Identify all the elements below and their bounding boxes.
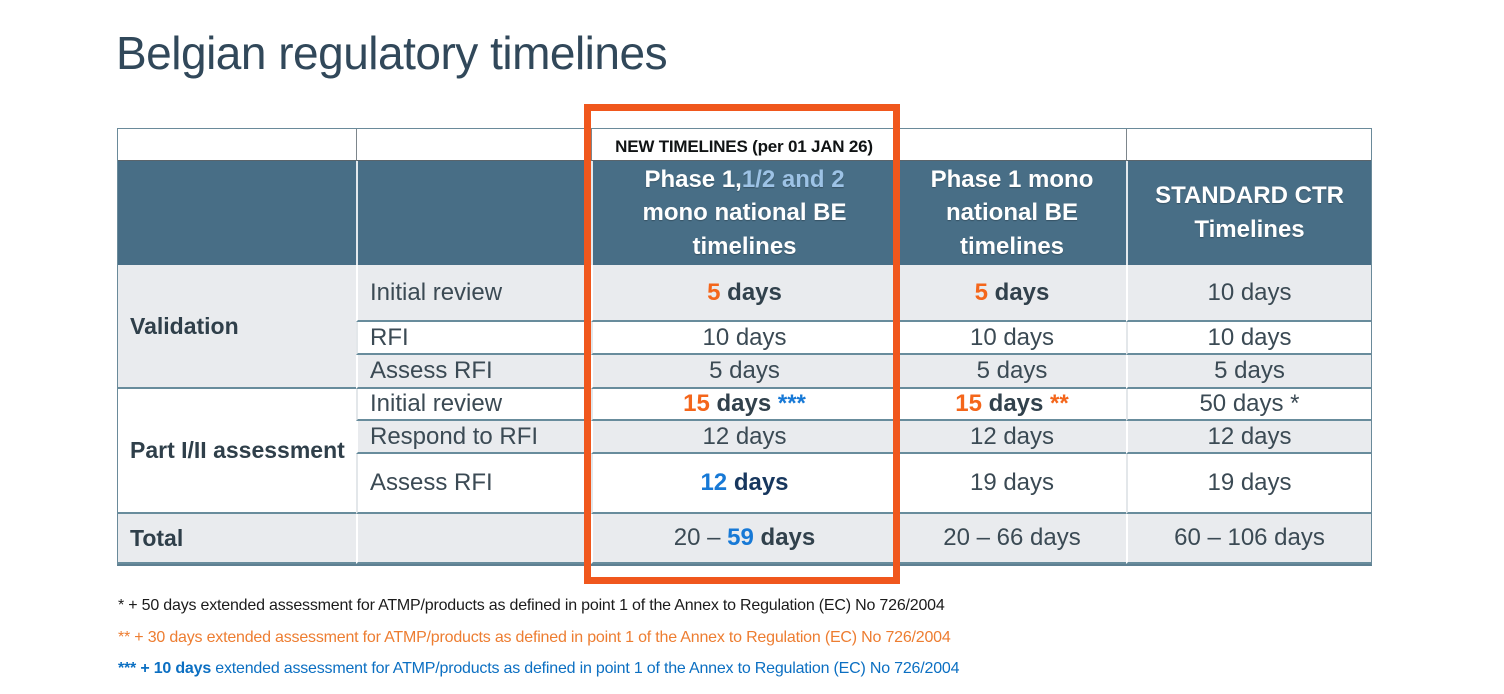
table-row: RFI 10 days 10 days 10 days bbox=[118, 322, 1371, 355]
value-cell: 20 – 59 days bbox=[591, 514, 896, 564]
value-segment: 20 – bbox=[673, 524, 728, 551]
page-title: Belgian regulatory timelines bbox=[116, 27, 668, 79]
section-label-cell: Part I/II assessment bbox=[118, 389, 356, 514]
value-segment: 15 bbox=[955, 390, 982, 417]
step-label-cell: Initial review bbox=[356, 265, 591, 322]
col-header-standard-ctr: STANDARD CTR Timelines bbox=[1126, 161, 1371, 265]
col-header-phase1-mono: Phase 1 mono national BE timelines bbox=[896, 161, 1126, 265]
value-segment: 10 days bbox=[1207, 278, 1292, 306]
step-label-cell: RFI bbox=[356, 322, 591, 355]
value-segment: 12 bbox=[700, 469, 728, 496]
value-segment: 5 days bbox=[1214, 357, 1285, 384]
footnote-one-asterisk: * + 50 days extended assessment for ATMP… bbox=[118, 597, 945, 614]
new-timelines-row: NEW TIMELINES (per 01 JAN 26) bbox=[118, 129, 1371, 161]
top-row-empty-cell bbox=[118, 129, 356, 161]
value-segment: days bbox=[727, 469, 789, 496]
header-row: Phase 1,1/2 and 2 mono national BE timel… bbox=[118, 161, 1371, 265]
new-timelines-label: NEW TIMELINES (per 01 JAN 26) bbox=[615, 136, 873, 156]
value-cell: 10 days bbox=[896, 322, 1126, 355]
value-cell: 12 days bbox=[896, 421, 1126, 454]
value-cell: 10 days bbox=[1126, 265, 1371, 322]
new-timelines-label-cell: NEW TIMELINES (per 01 JAN 26) bbox=[591, 129, 896, 161]
step-label-cell: Assess RFI bbox=[356, 454, 591, 514]
table-row: Validation Initial review 5 days 5 days 10 d… bbox=[118, 265, 1371, 389]
footnote-two-asterisks: ** + 30 days extended assessment for ATM… bbox=[118, 629, 951, 646]
value-cell: 19 days bbox=[896, 454, 1126, 514]
phase12-rest: mono national BE timelines bbox=[642, 199, 847, 260]
timelines-table: NEW TIMELINES (per 01 JAN 26) Phase 1,1/… bbox=[117, 128, 1372, 566]
value-cell: 5 days bbox=[896, 355, 1126, 389]
phase12-highlight: 1/2 and 2 bbox=[741, 165, 845, 193]
value-cell: 12 days bbox=[1126, 421, 1371, 454]
value-segment: 12 days bbox=[969, 422, 1055, 450]
value-segment: 10 days bbox=[1207, 323, 1292, 351]
value-segment: days bbox=[981, 390, 1051, 417]
value-segment: 15 bbox=[683, 390, 710, 417]
table-row: Part I/II assessment Initial review 15 day… bbox=[118, 389, 1371, 514]
section-label-cell: Validation bbox=[118, 265, 356, 389]
value-segment: 50 days * bbox=[1199, 390, 1300, 417]
value-segment: 5 bbox=[707, 278, 721, 306]
table-row: Assess RFI 5 days 5 days 5 days bbox=[118, 355, 1371, 389]
value-cell: 60 – 106 days bbox=[1126, 514, 1371, 564]
value-segment: days bbox=[987, 278, 1050, 306]
value-cell: 5 days bbox=[591, 355, 896, 389]
value-cell: 12 days bbox=[591, 421, 896, 454]
header-empty-cell bbox=[356, 161, 591, 265]
value-segment: 60 – 106 days bbox=[1174, 524, 1325, 551]
value-segment: 5 days bbox=[976, 357, 1048, 384]
value-segment: days bbox=[709, 390, 778, 417]
footnote-three-asterisks: *** + 10 days extended assessment for AT… bbox=[118, 660, 959, 678]
value-segment: *** bbox=[777, 390, 806, 417]
header-empty-cell bbox=[118, 161, 356, 265]
value-cell: 5 days bbox=[591, 265, 896, 322]
value-cell: 10 days bbox=[591, 322, 896, 355]
table-row: Respond to RFI 12 days 12 days 12 days bbox=[118, 421, 1371, 454]
value-cell: 5 days bbox=[896, 265, 1126, 322]
value-segment: 20 – 66 days bbox=[943, 524, 1081, 551]
step-label-cell: Assess RFI bbox=[356, 355, 591, 389]
value-segment: 10 days bbox=[702, 323, 787, 351]
step-label-cell bbox=[356, 514, 591, 564]
value-segment: days bbox=[720, 278, 782, 306]
value-cell: 12 days bbox=[591, 454, 896, 514]
footnote-three-bold: *** + 10 days bbox=[118, 660, 212, 677]
value-cell: 20 – 66 days bbox=[896, 514, 1126, 564]
timelines-table-grid: NEW TIMELINES (per 01 JAN 26) Phase 1,1/… bbox=[117, 128, 1372, 566]
value-segment: days bbox=[753, 524, 816, 551]
value-cell: 50 days * bbox=[1126, 389, 1371, 421]
top-row-empty-cell bbox=[1126, 129, 1371, 161]
step-label-cell: Initial review bbox=[356, 389, 591, 421]
value-cell: 15 days *** bbox=[591, 389, 896, 421]
step-label-cell: Respond to RFI bbox=[356, 421, 591, 454]
value-segment: 5 bbox=[974, 278, 988, 306]
phase12-prefix: Phase 1, bbox=[644, 165, 742, 193]
col-header-phase12: Phase 1,1/2 and 2 mono national BE timel… bbox=[591, 161, 896, 265]
footnote-three-rest: extended assessment for ATMP/products as… bbox=[211, 660, 960, 677]
top-row-empty-cell bbox=[896, 129, 1126, 161]
value-segment: 5 days bbox=[709, 357, 780, 384]
value-segment: ** bbox=[1050, 390, 1069, 417]
value-segment: 19 days bbox=[1207, 469, 1292, 496]
value-segment: 59 bbox=[727, 524, 754, 551]
total-row: Total 20 – 59 days 20 – 66 days 60 – 106 da… bbox=[118, 514, 1371, 564]
value-segment: 12 days bbox=[1207, 422, 1292, 450]
value-segment: 12 days bbox=[702, 422, 787, 450]
table-row: Assess RFI 12 days 19 days 19 days bbox=[118, 454, 1371, 514]
top-row-empty-cell bbox=[356, 129, 591, 161]
value-cell: 10 days bbox=[1126, 322, 1371, 355]
value-segment: 10 days bbox=[969, 323, 1055, 351]
value-segment: 19 days bbox=[969, 469, 1055, 496]
value-cell: 15 days ** bbox=[896, 389, 1126, 421]
table-body: Validation Initial review 5 days 5 days 10 d… bbox=[118, 265, 1371, 564]
value-cell: 19 days bbox=[1126, 454, 1371, 514]
value-cell: 5 days bbox=[1126, 355, 1371, 389]
section-label-cell: Total bbox=[118, 514, 356, 564]
